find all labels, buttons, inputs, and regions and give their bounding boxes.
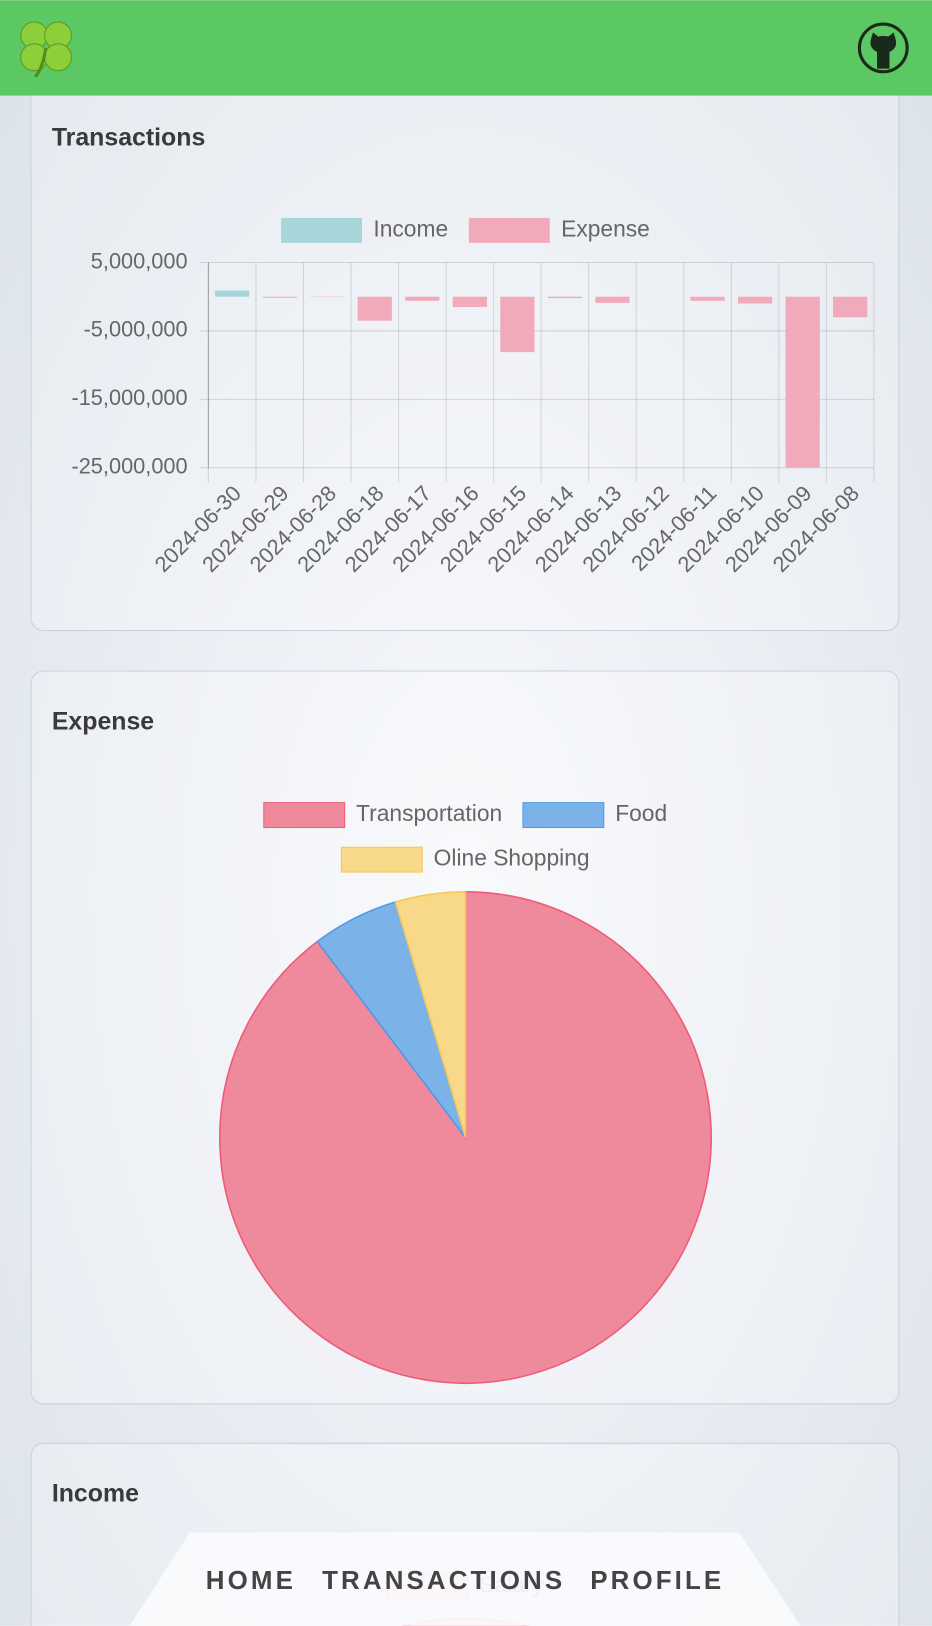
legend-swatch — [522, 802, 605, 829]
legend-label: Income — [373, 215, 448, 241]
nav-home[interactable]: HOME — [206, 1567, 296, 1595]
card-title: Expense — [52, 707, 154, 735]
plot-area — [215, 290, 868, 468]
legend-swatch — [263, 802, 346, 829]
nav-background — [129, 1532, 801, 1626]
bar — [737, 296, 773, 304]
pie-slice — [394, 891, 467, 1138]
card-title: Income — [52, 1480, 139, 1508]
y-tick-label: 5,000,000 — [91, 248, 188, 273]
charts: Income Expense 5,000,000 -5,000,000 -15,000,… — [71, 215, 875, 1626]
y-tick-label: -25,000,000 — [71, 454, 187, 479]
bar — [262, 296, 297, 298]
bar — [785, 296, 820, 468]
bottom-nav: HOME TRANSACTIONS PROFILE — [129, 1532, 801, 1626]
bar — [833, 296, 868, 318]
bar — [215, 290, 250, 297]
bar — [357, 296, 392, 321]
bar — [547, 296, 583, 299]
legend-label: Food — [615, 800, 667, 826]
bar — [405, 296, 440, 301]
legend-label: Expense — [561, 215, 650, 241]
clover-logo[interactable] — [20, 21, 73, 78]
legend-label: Transportation — [356, 800, 502, 826]
legend-label: Oline Shopping — [434, 845, 590, 871]
y-tick-label: -15,000,000 — [71, 385, 187, 410]
nav-profile[interactable]: PROFILE — [590, 1567, 724, 1595]
bar — [595, 296, 630, 303]
card-title: Transactions — [52, 124, 205, 152]
nav-transactions[interactable]: TRANSACTIONS — [322, 1567, 565, 1595]
y-tick-label: -5,000,000 — [84, 317, 188, 342]
legend-swatch — [281, 217, 362, 243]
header-bar — [0, 0, 932, 96]
legend-swatch — [340, 846, 423, 873]
legend-swatch — [468, 217, 550, 243]
header — [0, 0, 932, 96]
bar — [452, 296, 487, 307]
bar — [690, 296, 725, 301]
github-link[interactable] — [857, 22, 909, 74]
bar — [500, 296, 535, 353]
